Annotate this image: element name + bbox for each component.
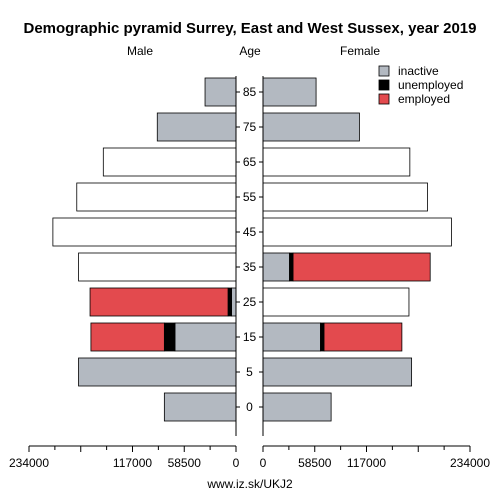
female-bar-inactive [262,322,321,352]
male-x-tick-label: 117000 [113,456,152,470]
female-bar-employed [323,322,403,352]
female-bar-white [262,217,452,247]
female-bar-white [262,287,410,317]
age-tick-label: 5 [246,365,253,379]
male-bar-unemployed [227,287,232,317]
female-bar-inactive [262,357,413,387]
age-tick-label: 15 [243,330,257,344]
male-bar-white [52,217,237,247]
source-label: www.iz.sk/UKJ2 [206,477,293,491]
male-x-tick-label: 234000 [9,456,49,470]
age-tick-label: 65 [243,155,257,169]
age-tick-label: 25 [243,295,257,309]
female-bar-inactive [262,77,317,107]
male-bar-inactive [204,77,237,107]
female-bar-unemployed [320,322,325,352]
female-bar-inactive [262,392,332,422]
age-tick-label: 45 [243,225,257,239]
chart-title: Demographic pyramid Surrey, East and Wes… [24,20,477,37]
male-bar-white [102,147,237,177]
female-bars [262,77,452,422]
male-x-tick-label: 58500 [168,456,202,470]
female-x-tick-label: 234000 [450,456,490,470]
male-bar-white [78,252,237,282]
male-bar-white [76,182,237,212]
age-label: Age [239,44,261,58]
age-tick-label: 55 [243,190,257,204]
age-tick-label: 75 [243,120,257,134]
male-x-tick-label: 0 [233,456,240,470]
legend-swatch-unemployed [378,79,390,91]
legend-swatch-inactive [378,65,390,77]
female-x-tick-label: 0 [260,456,267,470]
legend-label-inactive: inactive [398,64,439,78]
female-bar-unemployed [289,252,294,282]
legend-swatch-employed [378,93,390,105]
female-bar-white [262,147,411,177]
female-bar-inactive [262,112,360,142]
female-bar-employed [292,252,431,282]
female-bar-inactive [262,252,290,282]
age-tick-label: 35 [243,260,257,274]
legend-label-unemployed: unemployed [398,78,463,92]
male-bar-unemployed [163,322,176,352]
female-bar-white [262,182,428,212]
age-tick-label: 0 [246,400,253,414]
male-bar-employed [89,287,229,317]
female-x-tick-label: 58500 [298,456,332,470]
male-bar-inactive [174,322,237,352]
male-bar-inactive [156,112,237,142]
age-labels: 0 5 15 25 35 45 55 65 75 85 [236,85,263,414]
male-bar-inactive [78,357,237,387]
male-bar-employed [90,322,165,352]
male-bars [52,77,237,422]
male-bar-inactive [163,392,237,422]
female-label: Female [340,44,380,58]
legend-label-employed: employed [398,92,450,106]
x-axes: 234000 117000 58500 0 0 58500 117000 234000 [9,76,490,470]
male-label: Male [127,44,153,58]
female-x-tick-label: 117000 [347,456,386,470]
age-tick-label: 85 [243,85,257,99]
male-bar-inactive [231,287,237,317]
